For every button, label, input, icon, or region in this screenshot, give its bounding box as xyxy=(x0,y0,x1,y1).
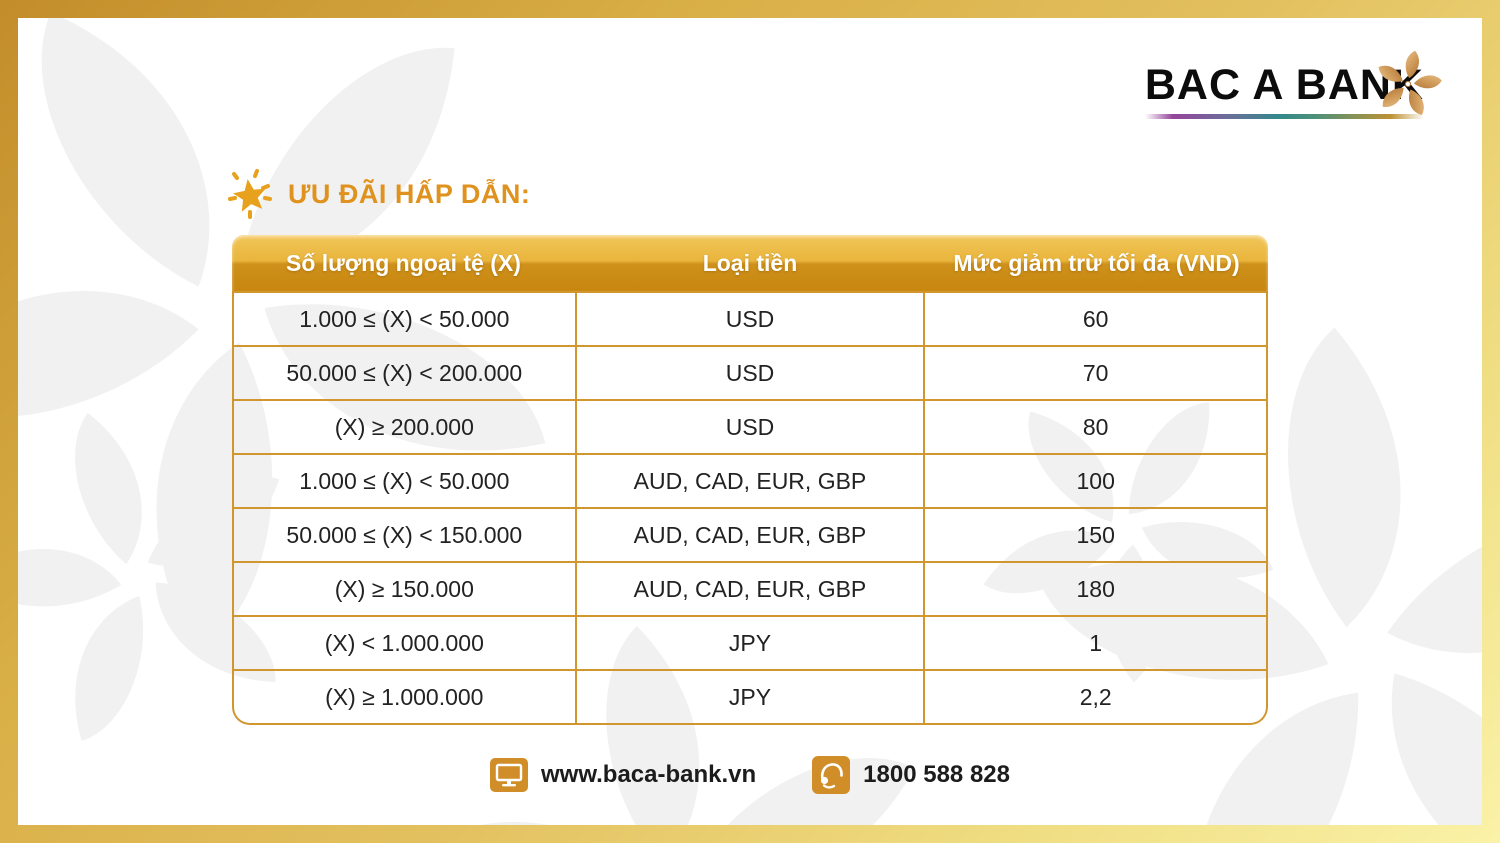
cell-quantity: (X) ≥ 150.000 xyxy=(234,561,576,616)
sparkle-star-icon xyxy=(228,169,272,219)
bank-logo-text: BAC A BANK xyxy=(1144,61,1424,109)
header-max-deduction: Mức giảm trừ tối đa (VND) xyxy=(953,249,1240,276)
cell-quantity: (X) ≥ 1.000.000 xyxy=(234,669,576,723)
logo-flower-icon xyxy=(1378,50,1442,116)
cell-max-deduction: 150 xyxy=(923,507,1266,562)
table-body-wrap: 1.000 ≤ (X) < 50.000 USD 60 50.000 ≤ (X) < … xyxy=(232,291,1268,725)
cell-currency: USD xyxy=(574,291,925,346)
cell-quantity: 50.000 ≤ (X) < 200.000 xyxy=(234,345,576,400)
cell-max-deduction: 180 xyxy=(923,561,1266,616)
table-header-row: Số lượng ngoại tệ (X) Loại tiền Mức giảm… xyxy=(232,235,1268,291)
headset-icon xyxy=(812,756,851,794)
cell-currency: USD xyxy=(574,345,925,400)
table-row: 50.000 ≤ (X) < 200.000 USD 70 xyxy=(234,345,1266,400)
cell-quantity: (X) ≥ 200.000 xyxy=(234,399,576,454)
cell-currency: JPY xyxy=(574,669,925,723)
table-row: (X) < 1.000.000 JPY 1 xyxy=(234,615,1266,670)
header-currency: Loại tiền xyxy=(702,249,798,276)
hotline-contact: 1800 588 828 xyxy=(812,756,1010,794)
cell-quantity: 1.000 ≤ (X) < 50.000 xyxy=(234,453,576,508)
cell-currency: AUD, CAD, EUR, GBP xyxy=(574,561,925,616)
cell-max-deduction: 1 xyxy=(923,615,1266,670)
contact-footer: www.baca-bank.vn 1800 588 828 xyxy=(18,756,1482,794)
monitor-icon xyxy=(490,758,528,792)
offers-table: Số lượng ngoại tệ (X) Loại tiền Mức giảm… xyxy=(232,235,1268,725)
cell-currency: USD xyxy=(574,399,925,454)
promo-heading: ƯU ĐÃI HẤP DẪN: xyxy=(226,168,530,220)
table-row: 1.000 ≤ (X) < 50.000 USD 60 xyxy=(234,291,1266,346)
table-row: 1.000 ≤ (X) < 50.000 AUD, CAD, EUR, GBP 10… xyxy=(234,453,1266,508)
cell-quantity: 1.000 ≤ (X) < 50.000 xyxy=(234,291,576,346)
table-row: (X) ≥ 150.000 AUD, CAD, EUR, GBP 180 xyxy=(234,561,1266,616)
table-row: (X) ≥ 1.000.000 JPY 2,2 xyxy=(234,669,1266,723)
cell-quantity: (X) < 1.000.000 xyxy=(234,615,576,670)
table-row: (X) ≥ 200.000 USD 80 xyxy=(234,399,1266,454)
cell-quantity: 50.000 ≤ (X) < 150.000 xyxy=(234,507,576,562)
cell-max-deduction: 80 xyxy=(923,399,1266,454)
website-text: www.baca-bank.vn xyxy=(541,761,757,788)
promo-heading-text: ƯU ĐÃI HẤP DẪN: xyxy=(288,178,531,209)
logo-gradient-underline xyxy=(1144,114,1424,119)
cell-max-deduction: 60 xyxy=(923,291,1266,346)
cell-max-deduction: 100 xyxy=(923,453,1266,508)
cell-currency: JPY xyxy=(574,615,925,670)
website-contact: www.baca-bank.vn xyxy=(490,756,756,794)
bank-logo: BAC A BANK xyxy=(1144,50,1442,119)
hotline-text: 1800 588 828 xyxy=(863,761,1010,788)
cell-max-deduction: 70 xyxy=(923,345,1266,400)
table-body: 1.000 ≤ (X) < 50.000 USD 60 50.000 ≤ (X) < … xyxy=(234,291,1266,723)
cell-max-deduction: 2,2 xyxy=(923,669,1266,723)
table-row: 50.000 ≤ (X) < 150.000 AUD, CAD, EUR, GBP… xyxy=(234,507,1266,562)
cell-currency: AUD, CAD, EUR, GBP xyxy=(574,453,925,508)
page-background: BAC A BANK ƯU ĐÃI HẤP DẪN: xyxy=(18,18,1482,825)
cell-currency: AUD, CAD, EUR, GBP xyxy=(574,507,925,562)
header-quantity: Số lượng ngoại tệ (X) xyxy=(286,249,521,276)
